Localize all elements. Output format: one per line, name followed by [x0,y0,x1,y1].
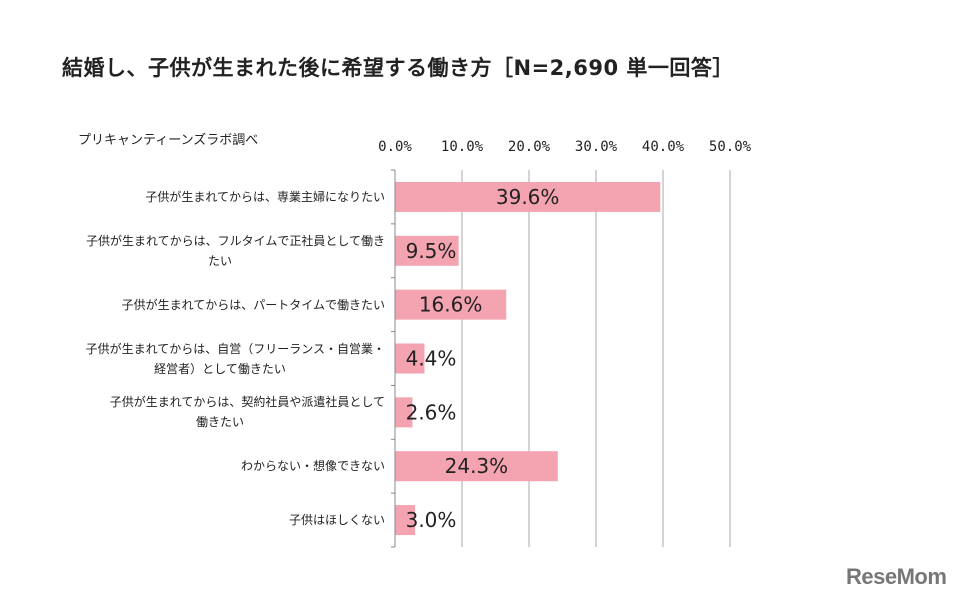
bar [395,181,661,212]
data-label: 2.6% [406,400,457,424]
x-tick-label: 50.0% [709,139,752,155]
category-label: 子供はほしくない [55,510,385,530]
category-label: 子供が生まれてからは、自営（フリーランス・自営業・経営者）として働きたい [55,339,385,379]
category-label-line: 子供が生まれてからは、専業主婦になりたい [145,189,385,204]
bar [395,451,558,482]
data-label: 39.6% [496,185,560,209]
category-label: 子供が生まれてからは、専業主婦になりたい [55,187,385,207]
data-label: 3.0% [406,508,457,532]
x-tick-label: 40.0% [642,139,685,155]
category-label: 子供が生まれてからは、契約社員や派遣社員として働きたい [55,392,385,432]
x-tick-label: 0.0% [378,139,412,155]
data-label: 9.5% [406,239,457,263]
bar [395,289,507,320]
data-label: 24.3% [445,454,509,478]
category-label-line: 子供が生まれてからは、契約社員や派遣社員として [109,395,385,410]
resemom-logo: ReseMom [846,564,947,589]
bar [395,505,416,536]
category-label: 子供が生まれてからは、パートタイムで働きたい [55,295,385,315]
bar [395,397,413,428]
category-label: 子供が生まれてからは、フルタイムで正社員として働きたい [55,231,385,271]
category-label-line: 子供はほしくない [288,513,385,528]
category-label: わからない・想像できない [55,456,385,476]
bar [395,235,459,266]
category-label-line: 子供が生まれてからは、フルタイムで正社員として働き [85,233,385,248]
source-note: プリキャンティーンズラボ調べ [78,133,259,148]
data-label: 16.6% [419,293,483,317]
chart-title: 結婚し、子供が生まれた後に希望する働き方［N=2,690 単一回答］ [62,56,734,80]
x-tick-label: 10.0% [441,139,484,155]
x-tick-label: 20.0% [508,139,551,155]
category-label-line: 子供が生まれてからは、パートタイムで働きたい [121,297,385,312]
category-label-line: わからない・想像できない [240,459,385,474]
x-tick-label: 30.0% [575,139,618,155]
category-label-line: たい [207,253,232,268]
category-label-line: 子供が生まれてからは、自営（フリーランス・自営業・ [85,341,385,356]
data-label: 4.4% [406,347,457,371]
category-label-line: 働きたい [195,415,244,430]
bar [395,343,425,374]
category-label-line: 経営者）として働きたい [154,361,286,376]
